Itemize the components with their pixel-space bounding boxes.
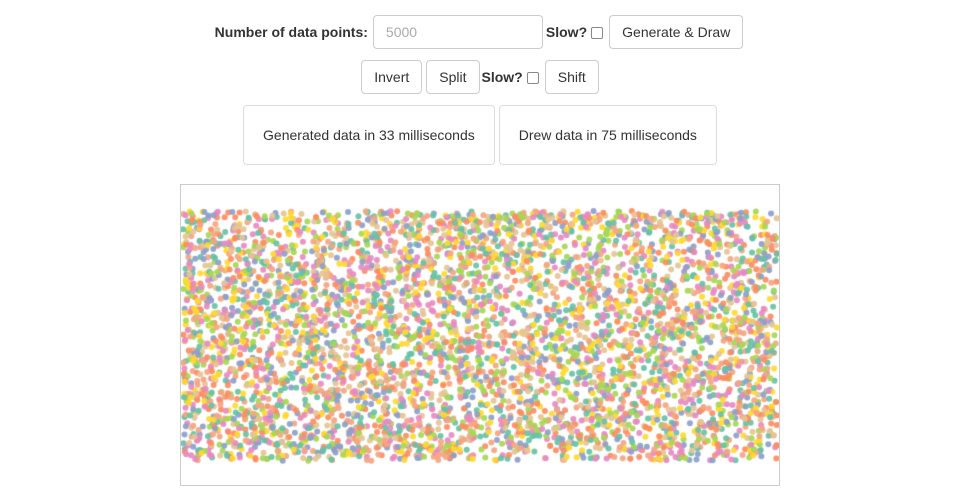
drew-time-panel: Drew data in 75 milliseconds — [498, 105, 717, 165]
scatter-plot-canvas — [181, 185, 779, 485]
generated-time-panel: Generated data in 33 milliseconds — [243, 105, 495, 165]
controls-row-2: Invert Split Slow? Shift — [0, 59, 960, 95]
scatter-plot-area — [180, 184, 780, 486]
shift-button[interactable]: Shift — [544, 60, 599, 94]
slow-checkbox-2[interactable] — [526, 72, 539, 84]
slow-toggle-2[interactable]: Slow? — [482, 69, 543, 85]
controls-row-1: Number of data points: Slow? Generate & … — [0, 14, 960, 50]
slow-toggle-1[interactable]: Slow? — [546, 24, 607, 40]
invert-button[interactable]: Invert — [361, 60, 423, 94]
slow-label-2: Slow? — [481, 69, 523, 85]
generate-draw-button[interactable]: Generate & Draw — [609, 15, 744, 49]
slow-label-1: Slow? — [545, 24, 588, 40]
slow-checkbox-1[interactable] — [591, 27, 604, 39]
points-label: Number of data points: — [214, 24, 368, 40]
split-button[interactable]: Split — [426, 60, 480, 94]
points-input[interactable] — [372, 15, 543, 49]
stats-row: Generated data in 33 milliseconds Drew d… — [0, 105, 960, 165]
